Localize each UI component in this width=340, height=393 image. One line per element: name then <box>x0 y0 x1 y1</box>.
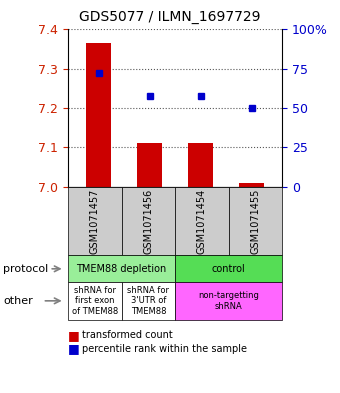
Bar <box>86 43 111 187</box>
Text: ■: ■ <box>68 329 80 342</box>
Text: GSM1071457: GSM1071457 <box>90 188 100 254</box>
Text: percentile rank within the sample: percentile rank within the sample <box>82 344 246 354</box>
Text: control: control <box>212 264 245 274</box>
Bar <box>188 143 213 187</box>
Text: non-targetting
shRNA: non-targetting shRNA <box>198 291 259 310</box>
Text: transformed count: transformed count <box>82 330 172 340</box>
Text: TMEM88 depletion: TMEM88 depletion <box>76 264 167 274</box>
Text: GSM1071456: GSM1071456 <box>143 188 153 254</box>
Text: GSM1071454: GSM1071454 <box>197 188 207 254</box>
Bar <box>239 183 264 187</box>
Text: protocol: protocol <box>3 264 49 274</box>
Text: shRNA for
3'UTR of
TMEM88: shRNA for 3'UTR of TMEM88 <box>127 286 169 316</box>
Text: GDS5077 / ILMN_1697729: GDS5077 / ILMN_1697729 <box>79 10 261 24</box>
Text: other: other <box>3 296 33 306</box>
Bar <box>137 143 162 187</box>
Text: GSM1071455: GSM1071455 <box>251 188 260 254</box>
Text: ■: ■ <box>68 342 80 356</box>
Text: shRNA for
first exon
of TMEM88: shRNA for first exon of TMEM88 <box>72 286 118 316</box>
